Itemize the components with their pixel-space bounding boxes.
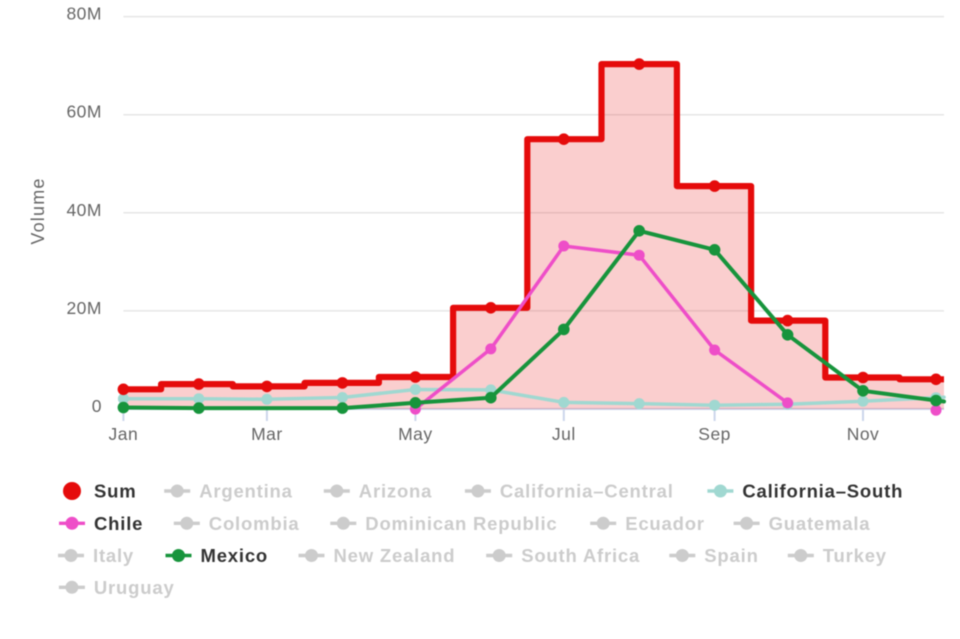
svg-text:80M: 80M [66, 4, 102, 24]
svg-text:Colombia: Colombia [209, 513, 300, 534]
svg-text:40M: 40M [66, 200, 102, 220]
svg-text:California–South: California–South [742, 481, 903, 502]
svg-text:Chile: Chile [94, 513, 143, 534]
svg-text:60M: 60M [66, 102, 102, 122]
svg-text:20M: 20M [66, 298, 102, 318]
svg-text:Jan: Jan [109, 424, 139, 444]
svg-text:Arizona: Arizona [359, 481, 432, 502]
svg-text:May: May [398, 424, 433, 444]
svg-text:Sum: Sum [94, 481, 137, 502]
svg-text:Jul: Jul [552, 424, 576, 444]
svg-text:Dominican Republic: Dominican Republic [365, 513, 557, 534]
svg-text:Turkey: Turkey [823, 545, 887, 566]
svg-text:Sep: Sep [698, 424, 731, 444]
svg-text:0: 0 [92, 396, 102, 416]
svg-text:Guatemala: Guatemala [769, 513, 871, 534]
svg-text:Spain: Spain [704, 545, 758, 566]
svg-text:Uruguay: Uruguay [94, 577, 175, 598]
svg-text:Volume: Volume [28, 177, 48, 244]
svg-text:Mar: Mar [251, 424, 283, 444]
svg-text:Nov: Nov [847, 424, 880, 444]
svg-text:South Africa: South Africa [521, 545, 640, 566]
svg-text:Mexico: Mexico [201, 545, 269, 566]
svg-text:Italy: Italy [93, 545, 134, 566]
svg-text:New Zealand: New Zealand [334, 545, 456, 566]
svg-text:Argentina: Argentina [199, 481, 293, 502]
svg-text:California–Central: California–Central [500, 481, 674, 502]
svg-text:Ecuador: Ecuador [625, 513, 705, 534]
